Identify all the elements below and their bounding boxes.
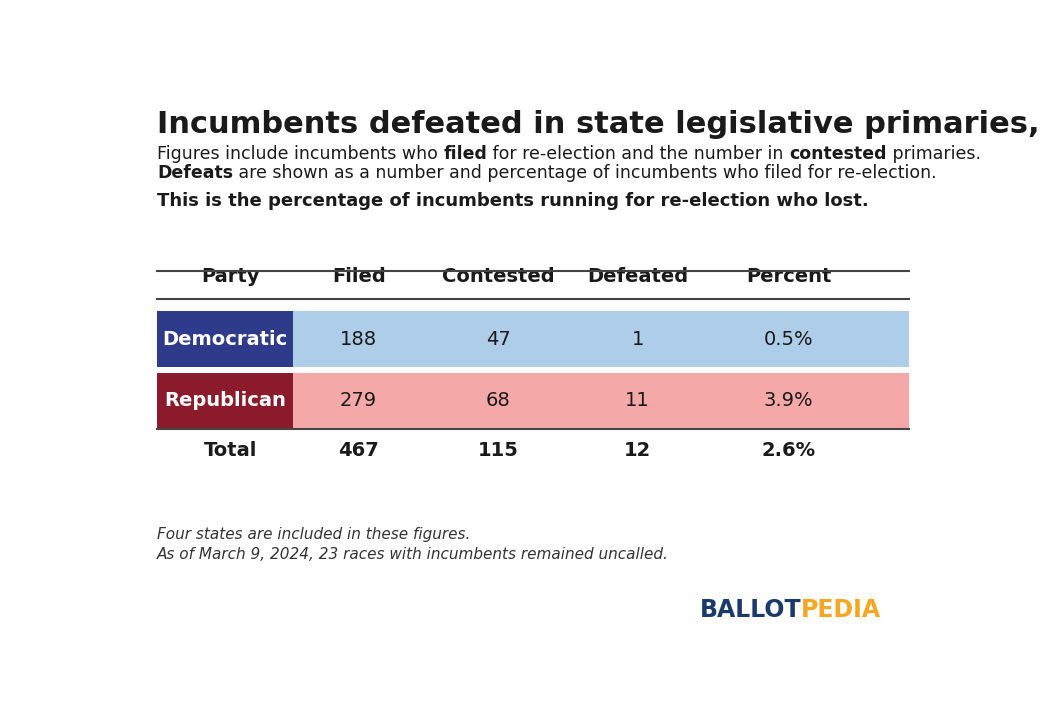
Text: for re-election and the number in: for re-election and the number in xyxy=(488,145,789,163)
Text: Defeated: Defeated xyxy=(587,267,688,286)
Text: Total: Total xyxy=(204,440,258,460)
Bar xyxy=(157,311,292,367)
Text: Party: Party xyxy=(202,267,260,286)
Text: As of March 9, 2024, 23 races with incumbents remained uncalled.: As of March 9, 2024, 23 races with incum… xyxy=(157,547,669,562)
Text: 68: 68 xyxy=(486,391,511,410)
Text: 1: 1 xyxy=(631,330,644,349)
Text: 11: 11 xyxy=(625,391,650,410)
Text: filed: filed xyxy=(443,145,488,163)
Bar xyxy=(292,373,909,429)
Text: Republican: Republican xyxy=(164,391,286,410)
Text: BALLOT: BALLOT xyxy=(700,599,801,622)
Text: 467: 467 xyxy=(338,440,379,460)
Text: PEDIA: PEDIA xyxy=(801,599,881,622)
Text: 279: 279 xyxy=(340,391,378,410)
Text: 115: 115 xyxy=(477,440,519,460)
Bar xyxy=(292,311,909,367)
Text: This is the percentage of incumbents running for re-election who lost.: This is the percentage of incumbents run… xyxy=(157,192,868,210)
Text: primaries.: primaries. xyxy=(887,145,981,163)
Text: 12: 12 xyxy=(624,440,651,460)
Text: Incumbents defeated in state legislative primaries, 2024: Incumbents defeated in state legislative… xyxy=(157,110,1040,139)
Text: 0.5%: 0.5% xyxy=(764,330,813,349)
Text: Percent: Percent xyxy=(746,267,831,286)
Text: 188: 188 xyxy=(340,330,378,349)
Text: Four states are included in these figures.: Four states are included in these figure… xyxy=(157,527,470,542)
Text: Democratic: Democratic xyxy=(162,330,288,349)
Text: 3.9%: 3.9% xyxy=(764,391,813,410)
Text: Filed: Filed xyxy=(332,267,386,286)
Text: 47: 47 xyxy=(486,330,511,349)
Bar xyxy=(157,373,292,429)
Text: are shown as a number and percentage of incumbents who filed for re-election.: are shown as a number and percentage of … xyxy=(233,164,937,182)
Text: 2.6%: 2.6% xyxy=(761,440,815,460)
Text: Defeats: Defeats xyxy=(157,164,233,182)
Text: Figures include incumbents who: Figures include incumbents who xyxy=(157,145,443,163)
Text: contested: contested xyxy=(789,145,887,163)
Text: Contested: Contested xyxy=(442,267,554,286)
